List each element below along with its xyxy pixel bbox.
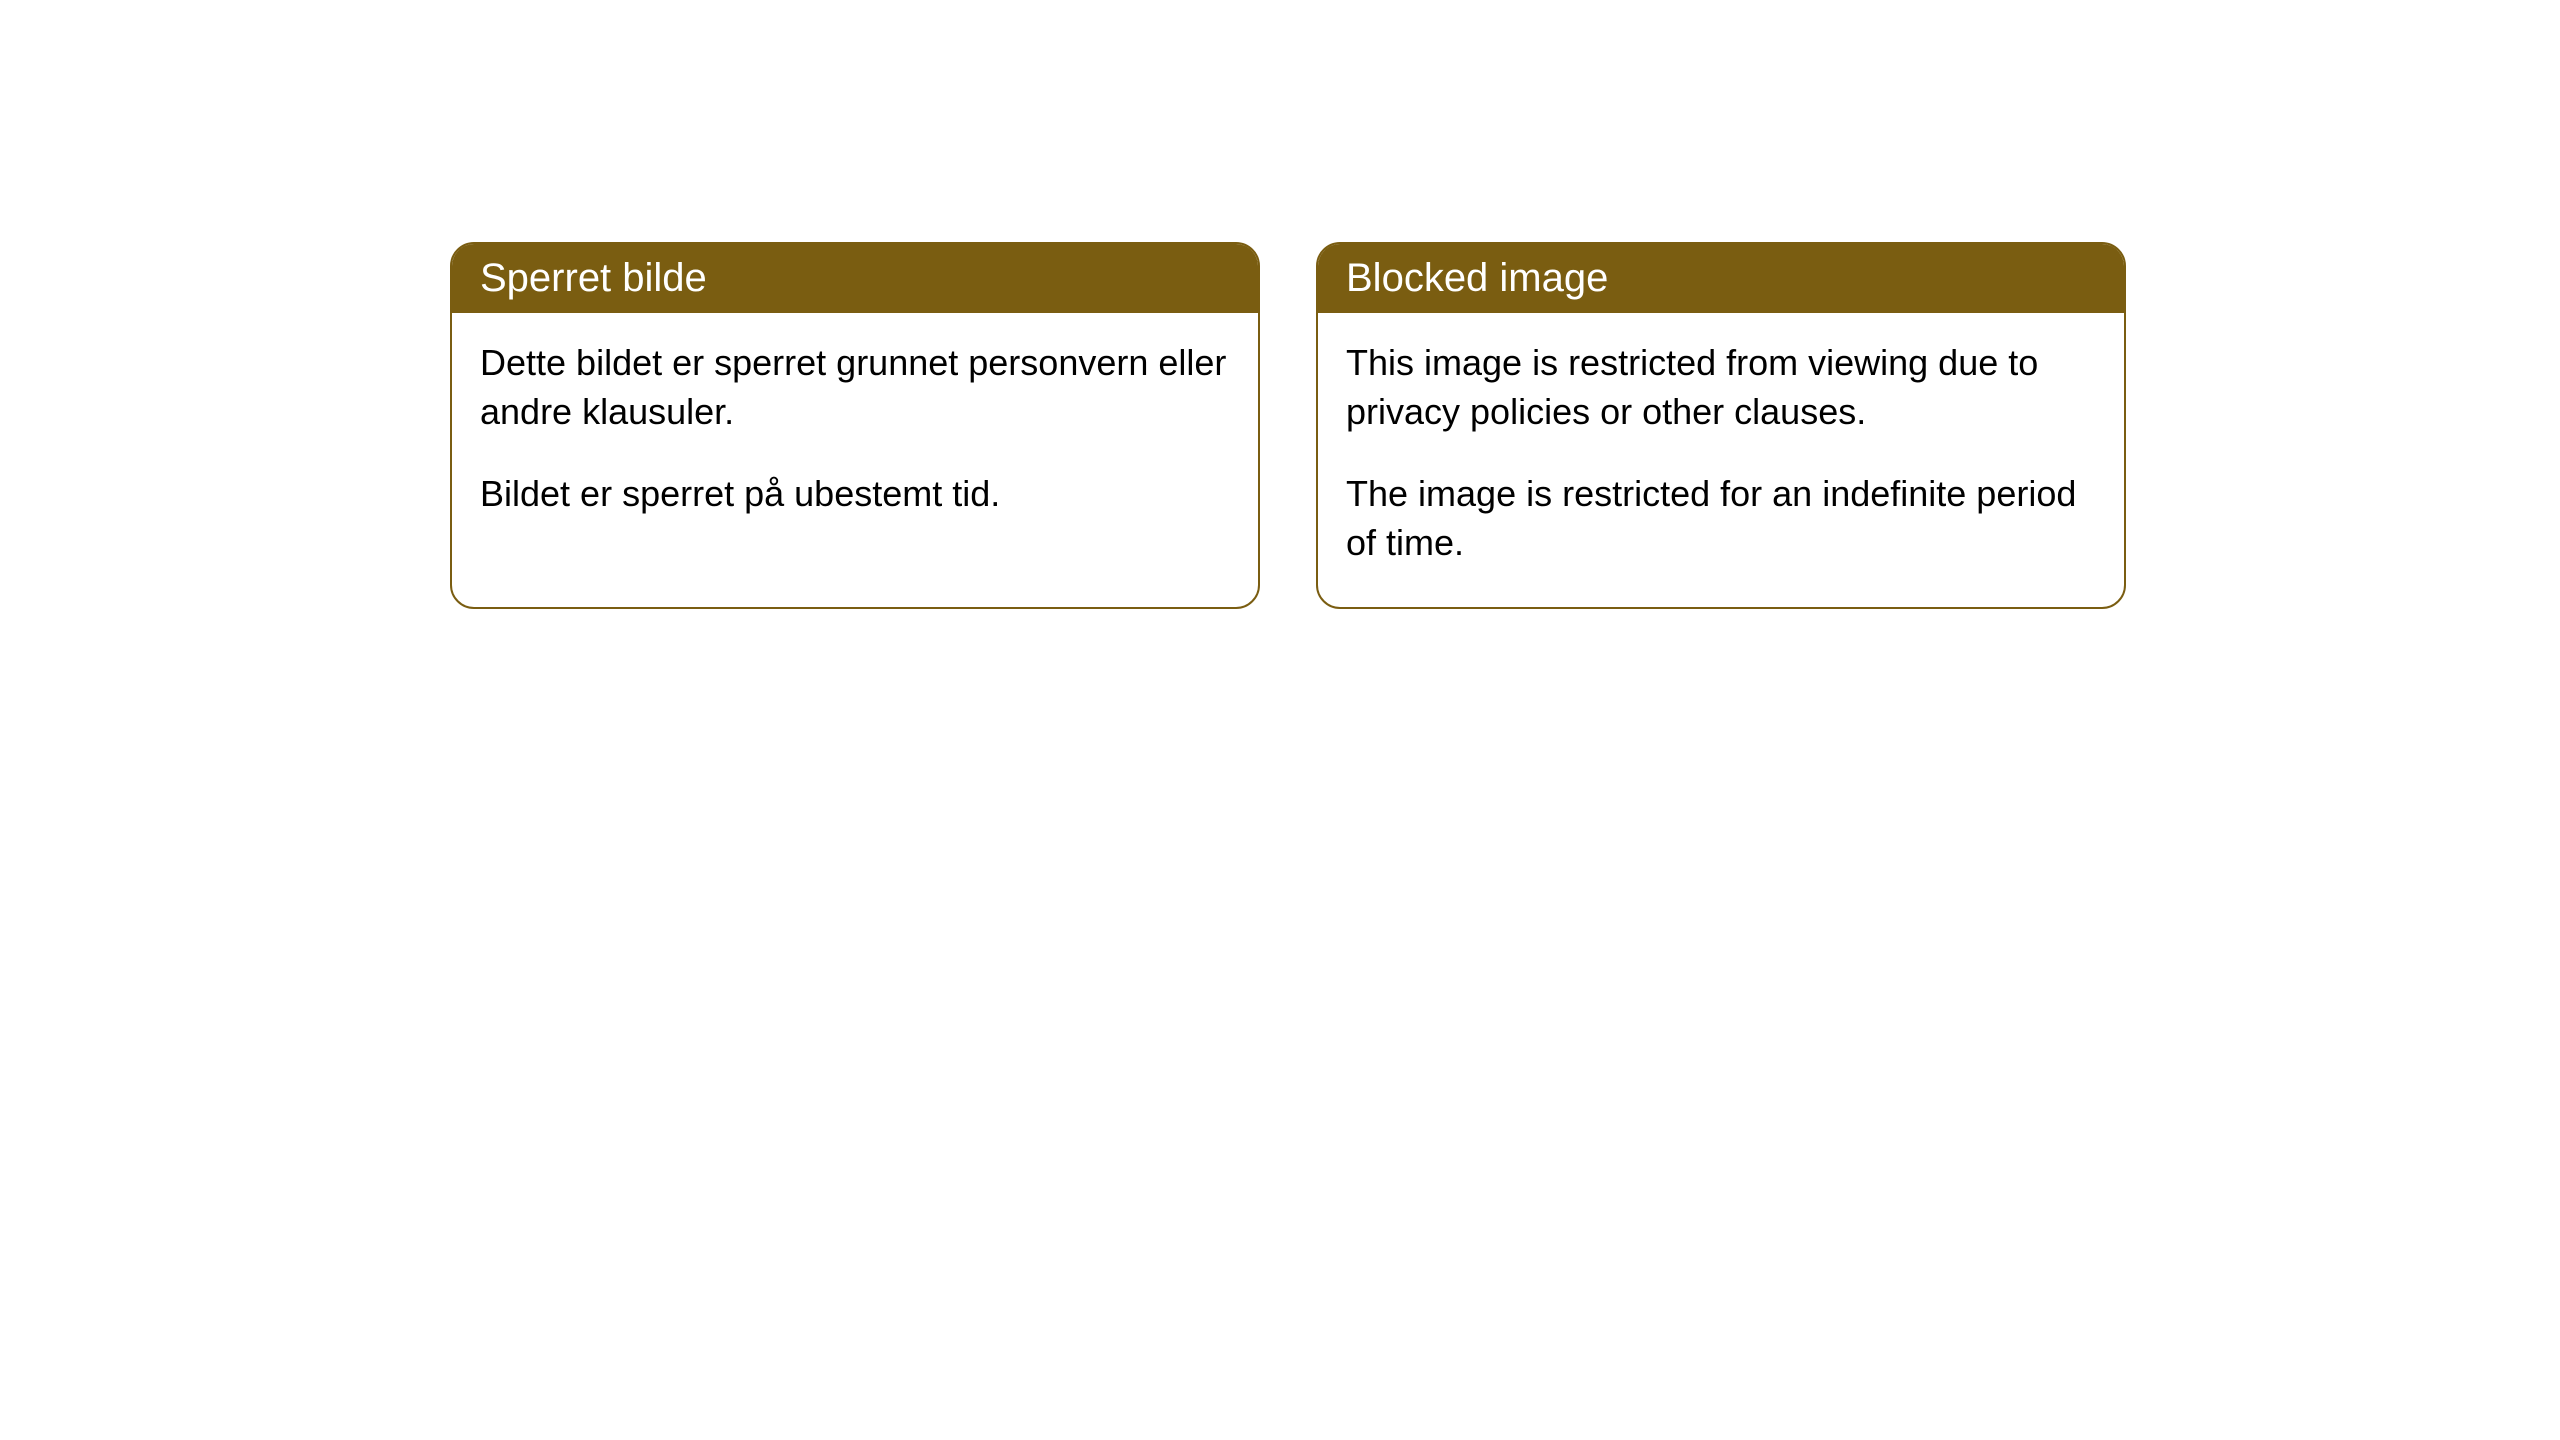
card-body: This image is restricted from viewing du… [1318,313,2124,607]
card-title: Blocked image [1318,244,2124,313]
card-paragraph: Bildet er sperret på ubestemt tid. [480,470,1230,519]
card-body: Dette bildet er sperret grunnet personve… [452,313,1258,559]
card-title: Sperret bilde [452,244,1258,313]
notice-card-english: Blocked image This image is restricted f… [1316,242,2126,609]
card-paragraph: Dette bildet er sperret grunnet personve… [480,339,1230,436]
card-paragraph: The image is restricted for an indefinit… [1346,470,2096,567]
notice-card-norwegian: Sperret bilde Dette bildet er sperret gr… [450,242,1260,609]
notice-cards-container: Sperret bilde Dette bildet er sperret gr… [450,242,2126,609]
card-paragraph: This image is restricted from viewing du… [1346,339,2096,436]
